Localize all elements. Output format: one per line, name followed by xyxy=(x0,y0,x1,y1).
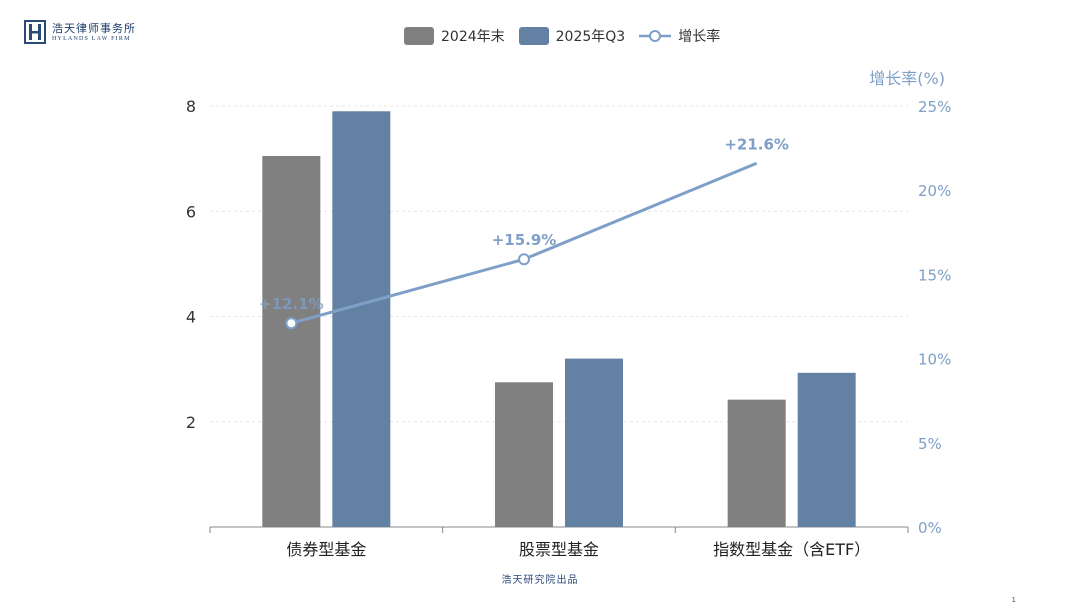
y2-axis-title: 增长率(%) xyxy=(869,69,945,88)
page-number: 1 xyxy=(1011,596,1016,604)
growth-rate-label: +15.9% xyxy=(492,231,557,249)
legend-label-growth: 增长率 xyxy=(678,29,721,45)
x-tick-label: 股票型基金 xyxy=(519,540,599,559)
y2-tick-label: 5% xyxy=(918,435,942,453)
logo-mark-icon xyxy=(24,20,46,44)
logo-name-en: HYLANDS LAW FIRM xyxy=(52,35,131,42)
bar-2024 xyxy=(495,382,553,527)
growth-rate-point xyxy=(285,317,298,330)
legend-label-2024: 2024年末 xyxy=(441,29,505,45)
logo: 浩天律师事务所 HYLANDS LAW FIRM xyxy=(24,20,136,44)
legend-line-marker-icon xyxy=(639,30,672,42)
legend-item-2024: 2024年末 xyxy=(404,26,505,46)
legend-swatch-2025 xyxy=(518,27,549,45)
logo-name-cn: 浩天律师事务所 xyxy=(52,21,136,35)
bar-2025q3 xyxy=(332,111,391,527)
x-tick-label: 债券型基金 xyxy=(286,540,366,559)
y-tick-label: 6 xyxy=(186,202,196,221)
y2-tick-label: 0% xyxy=(918,519,942,537)
x-tick-label: 指数型基金（含ETF） xyxy=(713,540,870,559)
y-tick-label: 2 xyxy=(186,413,196,432)
y2-tick-label: 20% xyxy=(918,182,951,200)
bar-2024 xyxy=(727,399,786,527)
growth-rate-label: +21.6% xyxy=(724,135,789,153)
legend-item-2025: 2025年Q3 xyxy=(518,26,626,46)
y2-tick-label: 15% xyxy=(918,266,951,284)
y2-tick-label: 10% xyxy=(918,351,951,369)
growth-rate-label: +12.1% xyxy=(259,295,324,313)
legend-swatch-2024 xyxy=(404,27,434,45)
y-tick-label: 4 xyxy=(186,308,196,327)
legend-label-2025: 2025年Q3 xyxy=(555,29,626,45)
chart-legend: 2024年末 2025年Q3 增长率 xyxy=(404,26,720,46)
legend-item-growth: 增长率 xyxy=(639,26,720,46)
footer-credit: 浩天研究院出品 xyxy=(501,575,579,586)
bar-2025q3 xyxy=(797,372,856,527)
y2-tick-label: 25% xyxy=(918,98,951,116)
growth-rate-point xyxy=(518,253,530,266)
bar-2025q3 xyxy=(565,358,623,527)
y-tick-label: 8 xyxy=(186,97,196,116)
bar-2024 xyxy=(262,155,321,527)
